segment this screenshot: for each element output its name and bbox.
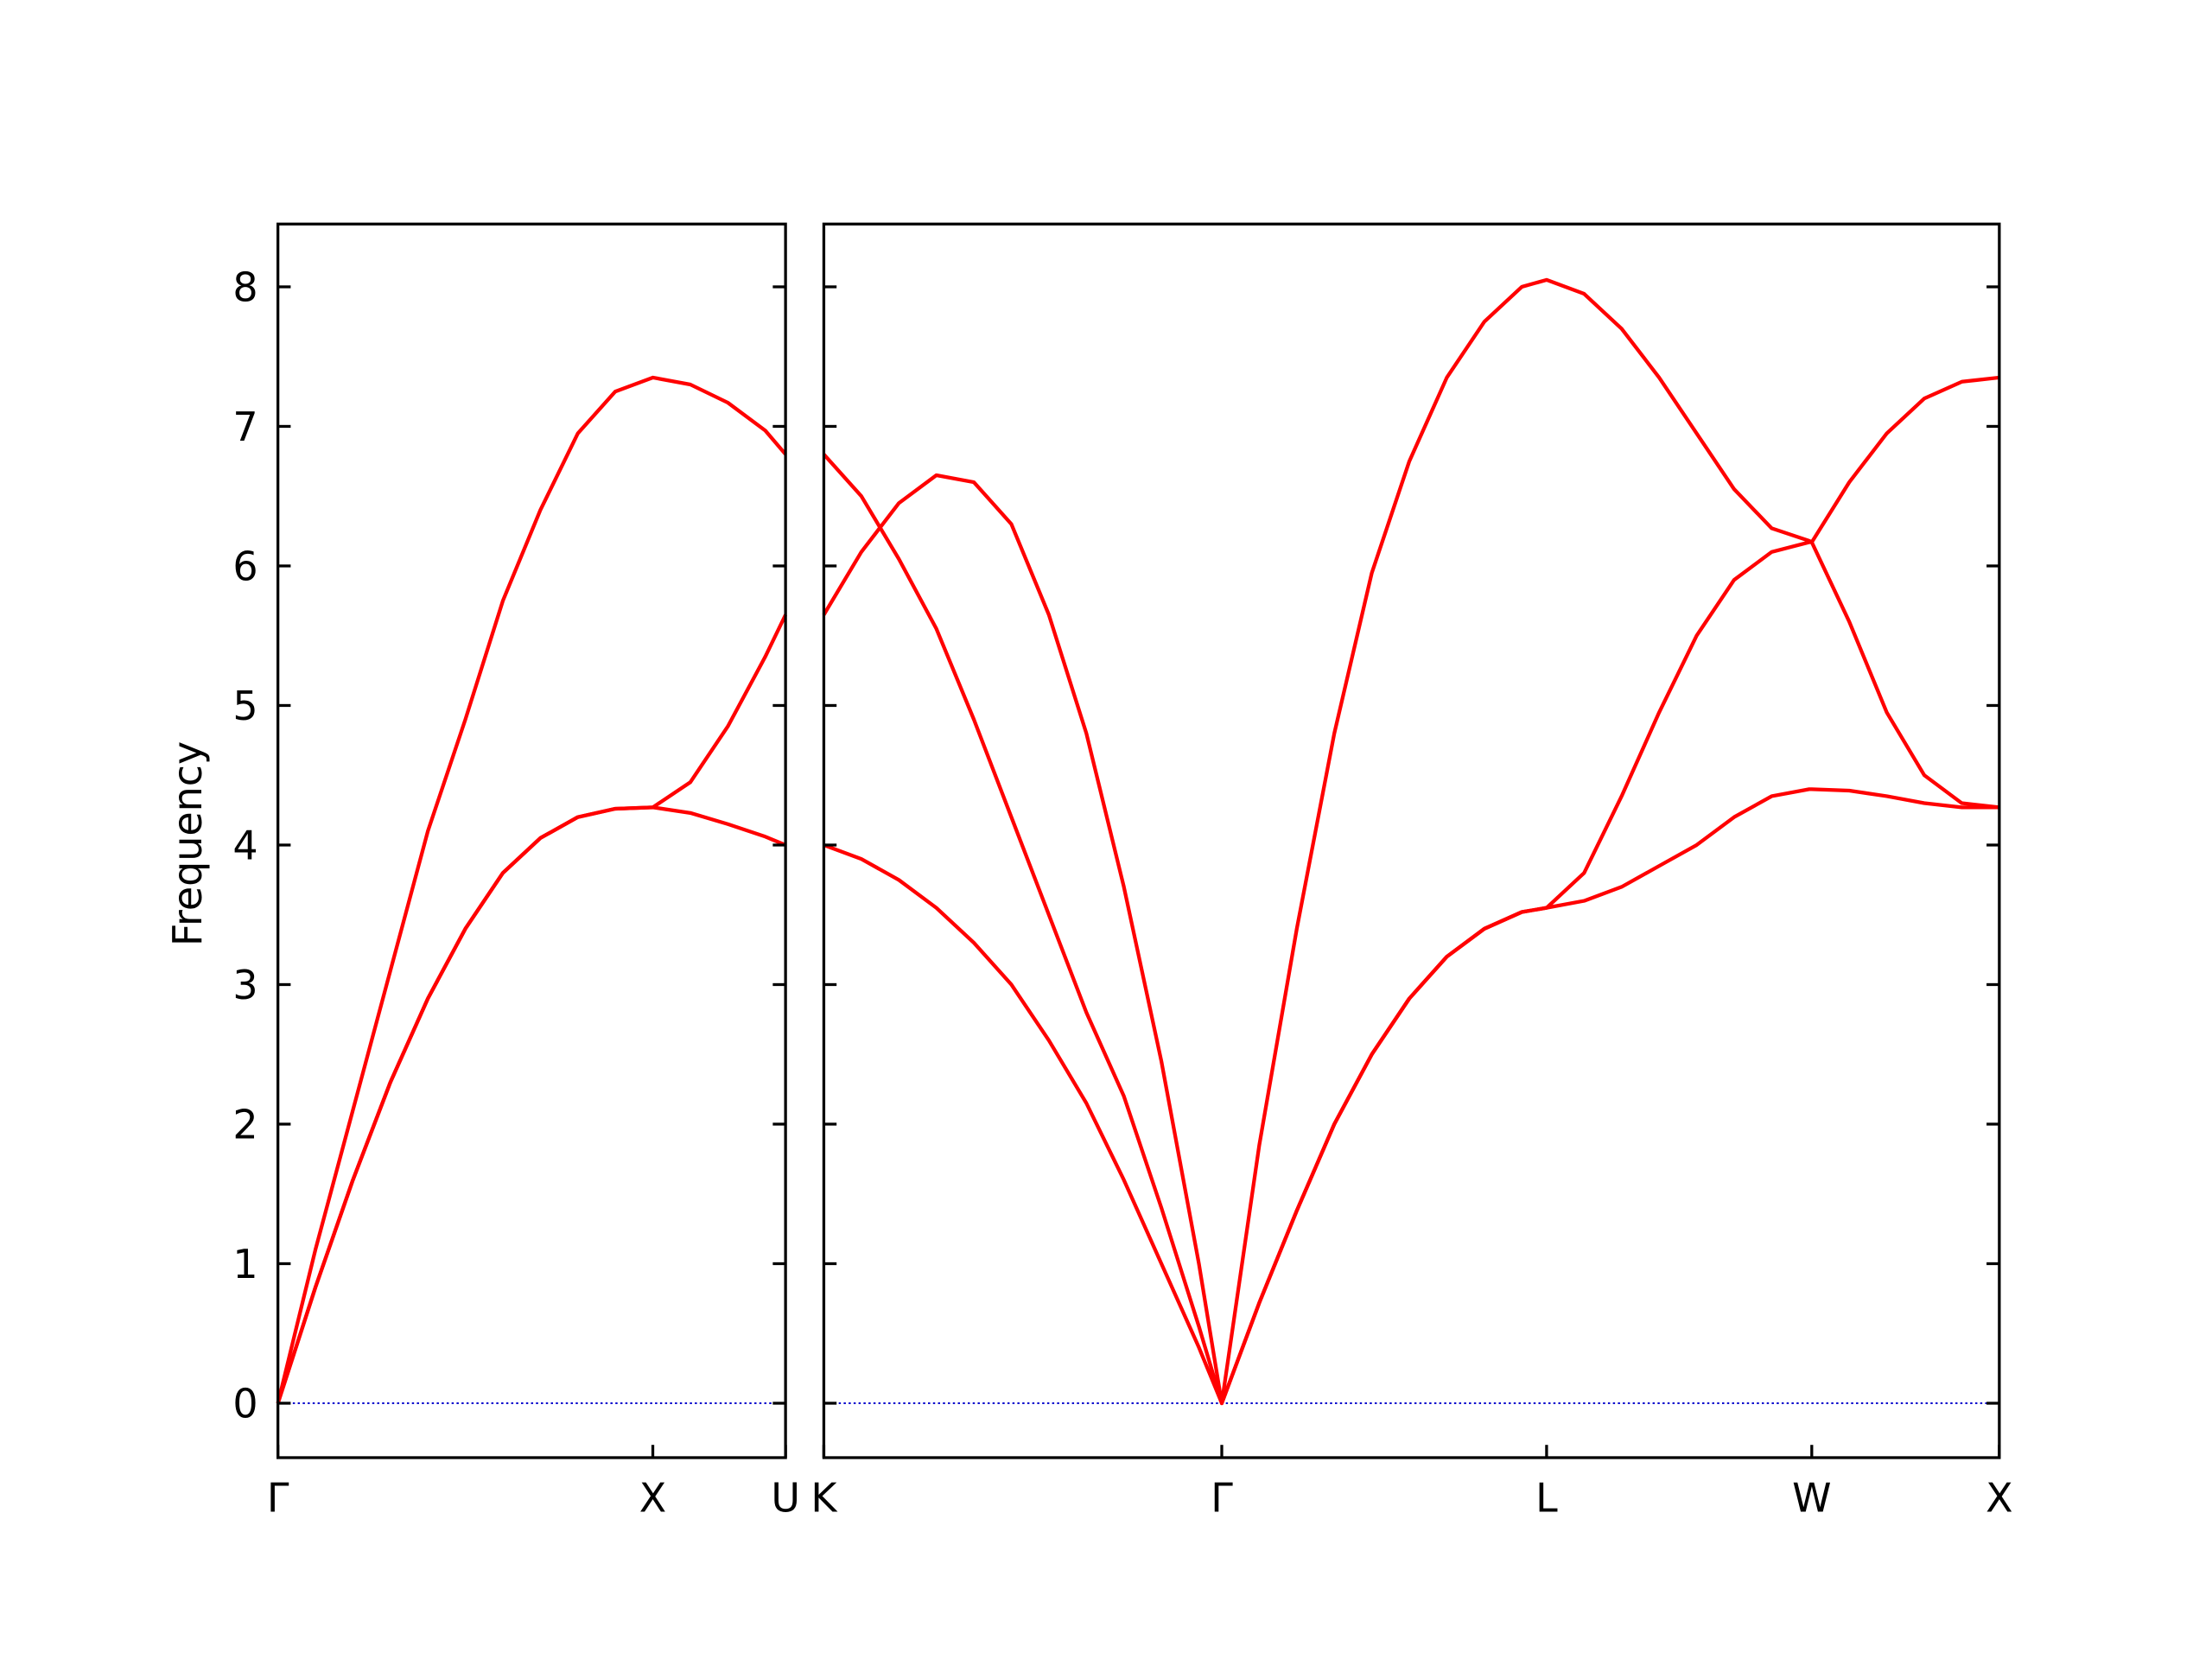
y-axis-label: Frequency [164, 741, 211, 946]
y-tick-label: 2 [232, 1101, 257, 1147]
x-tick-label: X [639, 1474, 666, 1521]
x-tick-label: W [1792, 1474, 1831, 1521]
x-tick-label: U [771, 1474, 800, 1521]
x-tick-label: Γ [1211, 1474, 1233, 1521]
x-tick-label: Γ [267, 1474, 289, 1521]
y-tick-label: 3 [232, 962, 257, 1008]
x-tick-label: X [1986, 1474, 2012, 1521]
band-line [822, 453, 2000, 1406]
y-tick-label: 6 [232, 543, 257, 589]
y-tick-label: 1 [232, 1241, 257, 1287]
band-line [276, 375, 787, 1404]
y-tick-label: 0 [232, 1380, 257, 1427]
plot-frame [822, 222, 2001, 1459]
y-tick-label: 5 [232, 683, 257, 729]
y-tick-label: 4 [232, 822, 257, 868]
band-line [822, 277, 2000, 1406]
band-line [823, 787, 1999, 1406]
x-tick-label: K [810, 1474, 838, 1521]
y-tick-label: 7 [232, 404, 257, 450]
plot-frame [276, 222, 787, 1459]
band-line [276, 613, 788, 1404]
y-tick-label: 8 [232, 264, 257, 310]
x-tick-label: L [1535, 1474, 1558, 1521]
